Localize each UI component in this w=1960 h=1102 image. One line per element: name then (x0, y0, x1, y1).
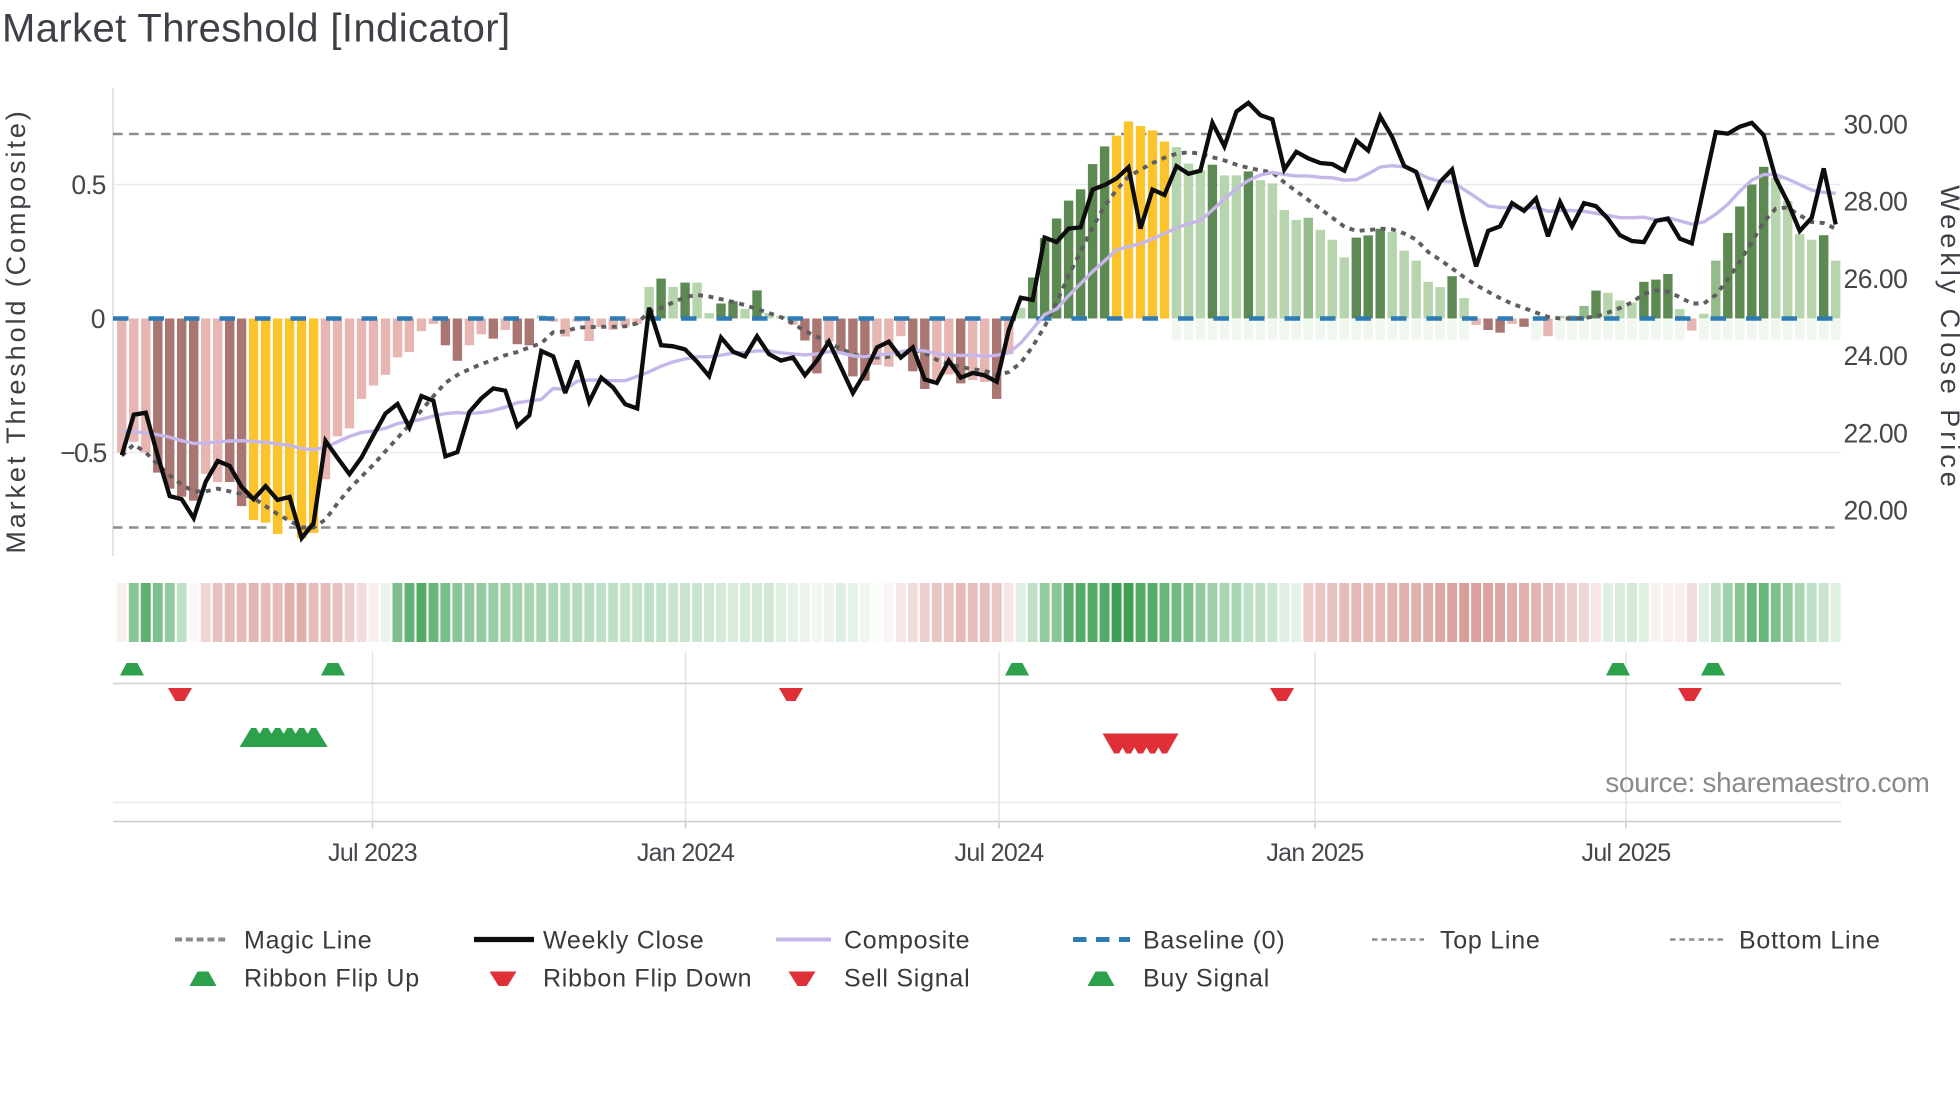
svg-text:Weekly Close: Weekly Close (543, 927, 704, 955)
svg-text:22.00: 22.00 (1844, 418, 1908, 448)
svg-text:Jan 2024: Jan 2024 (637, 839, 735, 867)
svg-text:26.00: 26.00 (1844, 264, 1908, 294)
svg-text:0: 0 (91, 304, 106, 334)
svg-text:20.00: 20.00 (1844, 496, 1908, 526)
svg-text:Jul 2024: Jul 2024 (955, 839, 1045, 867)
svg-text:Ribbon Flip Down: Ribbon Flip Down (543, 965, 752, 993)
svg-text:Jul 2023: Jul 2023 (328, 839, 417, 867)
svg-text:0.5: 0.5 (71, 170, 105, 200)
svg-text:Sell Signal: Sell Signal (844, 965, 970, 993)
svg-text:Composite: Composite (844, 927, 970, 955)
svg-text:source: sharemaestro.com: source: sharemaestro.com (1605, 767, 1929, 798)
svg-text:−0.5: −0.5 (60, 438, 106, 468)
svg-text:Jul 2025: Jul 2025 (1582, 839, 1671, 867)
svg-text:28.00: 28.00 (1844, 187, 1908, 217)
svg-text:Buy Signal: Buy Signal (1143, 965, 1270, 993)
svg-text:24.00: 24.00 (1844, 341, 1908, 371)
svg-text:Top Line: Top Line (1440, 927, 1541, 955)
svg-text:30.00: 30.00 (1844, 110, 1908, 140)
svg-text:Magic Line: Magic Line (244, 927, 372, 955)
svg-text:Baseline (0): Baseline (0) (1143, 927, 1285, 955)
svg-text:Ribbon Flip Up: Ribbon Flip Up (244, 965, 420, 993)
svg-text:Jan 2025: Jan 2025 (1266, 839, 1363, 867)
svg-text:Bottom Line: Bottom Line (1739, 927, 1881, 955)
svg-text:Weekly Close Price: Weekly Close Price (1935, 185, 1960, 491)
svg-text:Market Threshold [Indicator]: Market Threshold [Indicator] (2, 6, 510, 50)
svg-text:Market Threshold (Composite): Market Threshold (Composite) (1, 108, 31, 553)
